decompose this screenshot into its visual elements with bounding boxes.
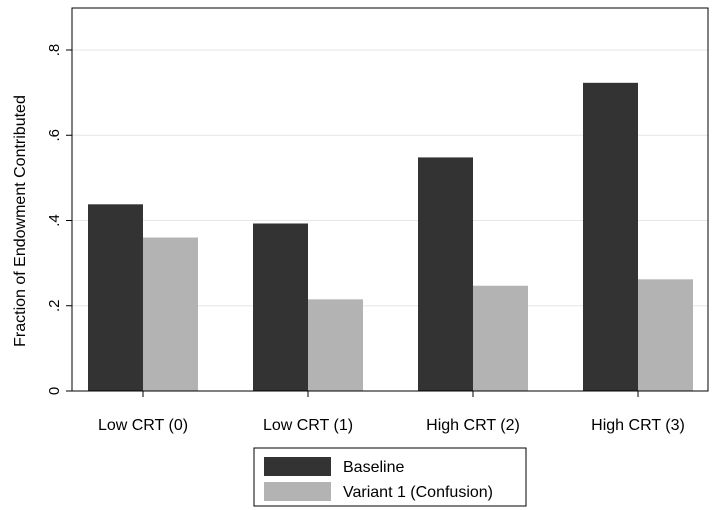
x-tick-label: Low CRT (0) bbox=[98, 417, 188, 434]
y-tick-label: .4 bbox=[46, 214, 63, 227]
y-tick-label: .2 bbox=[46, 299, 63, 312]
legend-swatch-baseline bbox=[264, 457, 331, 476]
bar-variant1-3 bbox=[638, 279, 693, 391]
x-ticks: Low CRT (0) Low CRT (1) High CRT (2) High C… bbox=[98, 391, 685, 434]
axes bbox=[71, 7, 709, 392]
bars bbox=[88, 82, 693, 391]
y-ticks: 0 .2 .4 .6 .8 bbox=[46, 44, 72, 395]
bar-variant1-2 bbox=[473, 285, 528, 391]
bar-variant1-0 bbox=[143, 237, 198, 391]
legend-label-variant1: Variant 1 (Confusion) bbox=[343, 484, 493, 501]
legend-swatch-variant1 bbox=[264, 482, 331, 501]
x-tick-label: Low CRT (1) bbox=[263, 417, 353, 434]
legend: Baseline Variant 1 (Confusion) bbox=[253, 447, 527, 507]
bar-variant1-1 bbox=[308, 299, 363, 391]
bar-baseline-0 bbox=[88, 204, 143, 391]
plot-frame bbox=[71, 7, 709, 392]
y-axis-label: Fraction of Endowment Contributed bbox=[12, 95, 29, 347]
y-tick-label: 0 bbox=[46, 387, 63, 395]
bar-baseline-3 bbox=[583, 82, 638, 391]
x-tick-label: High CRT (3) bbox=[591, 417, 685, 434]
bar-baseline-1 bbox=[253, 223, 308, 391]
bar-baseline-2 bbox=[418, 157, 473, 391]
legend-label-baseline: Baseline bbox=[343, 459, 404, 476]
x-tick-label: High CRT (2) bbox=[426, 417, 520, 434]
y-tick-label: .8 bbox=[46, 44, 63, 57]
y-tick-label: .6 bbox=[46, 129, 63, 142]
